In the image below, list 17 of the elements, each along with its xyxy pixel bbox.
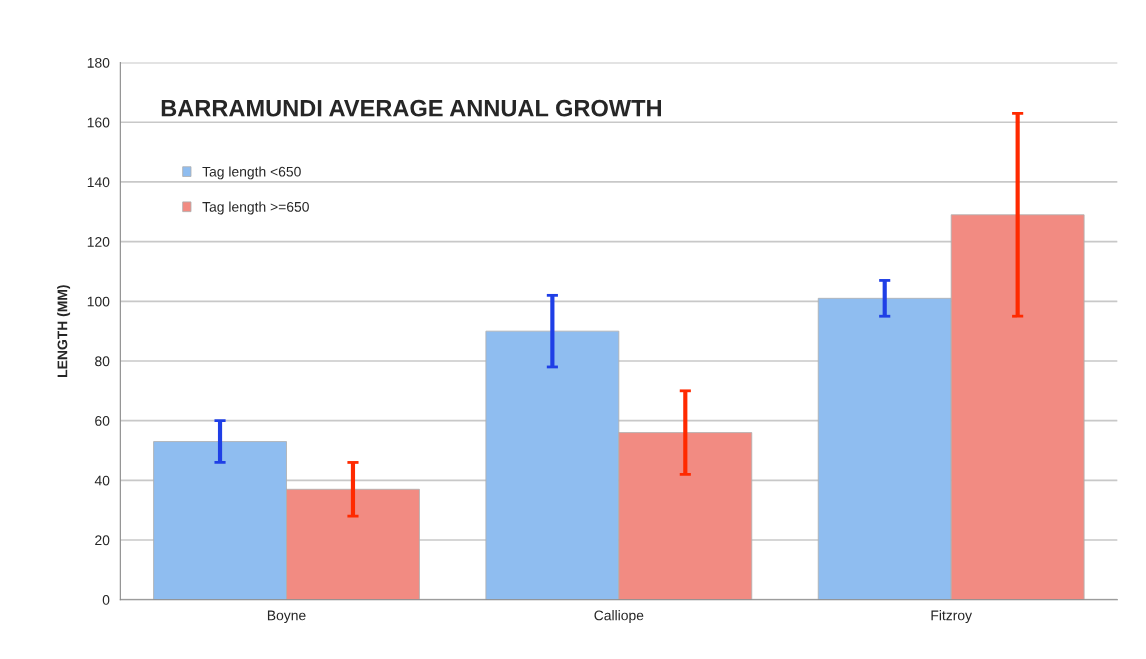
y-tick-label: 80 [95,356,110,367]
legend-label: Tag length <650 [202,166,301,180]
x-tick-label: Boyne [267,610,306,624]
legend-label: Tag length >=650 [202,201,309,215]
y-tick-label: 160 [87,117,110,128]
x-tick-label: Fitzroy [931,610,972,624]
y-tick-label: 0 [102,595,110,605]
y-tick-label: 100 [87,296,110,307]
y-axis-title: LENGTH (MM) [57,285,71,377]
text: BARRAMUNDI AVERAGE ANNUAL GROWTH [161,99,661,117]
y-tick-label: 40 [94,475,110,486]
y-tick-label: 140 [87,177,110,188]
y-tick-label: 180 [87,57,110,68]
y-tick-label: 20 [95,535,110,546]
x-tick-label: Calliope [594,610,644,624]
y-tick-label: 60 [95,416,110,426]
y-tick-label: 120 [87,236,110,247]
